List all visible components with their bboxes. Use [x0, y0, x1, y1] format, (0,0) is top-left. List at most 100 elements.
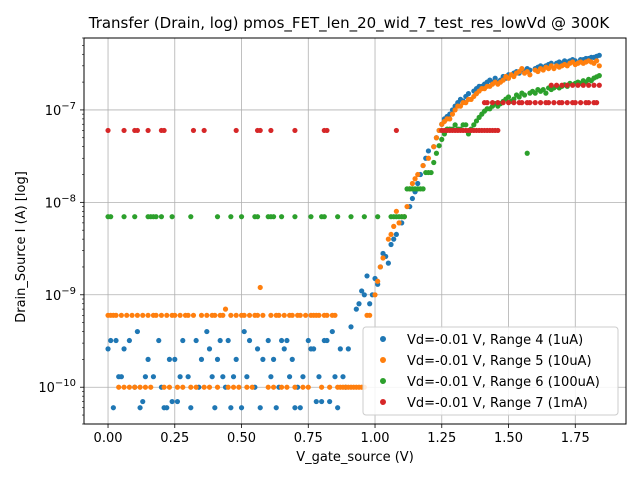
data-point	[335, 405, 341, 411]
x-tick-label: 1.50	[494, 431, 523, 446]
data-point	[495, 100, 501, 106]
y-tick-label: 10−10	[38, 378, 76, 396]
legend-box	[362, 326, 619, 416]
data-point	[129, 312, 135, 318]
data-point	[545, 100, 552, 106]
legend-marker	[380, 357, 386, 363]
data-point	[367, 301, 373, 307]
data-point	[431, 144, 437, 150]
data-point	[532, 90, 538, 96]
data-point	[238, 214, 245, 220]
data-point	[553, 82, 560, 88]
legend-marker	[380, 378, 386, 384]
data-point	[169, 214, 175, 220]
data-point	[222, 306, 229, 312]
data-point	[356, 301, 362, 307]
data-point	[375, 278, 381, 284]
data-point	[172, 312, 178, 318]
data-point	[292, 214, 298, 220]
data-point	[204, 328, 210, 335]
legend-entry-label: Vd=-0.01 V, Range 4 (1uA)	[407, 333, 583, 348]
data-point	[212, 405, 218, 411]
data-point	[361, 292, 367, 298]
data-point	[180, 384, 186, 390]
data-point	[297, 405, 303, 411]
data-point	[161, 127, 167, 134]
data-point	[532, 100, 538, 106]
data-point	[484, 100, 490, 106]
data-point	[572, 100, 578, 106]
data-point	[500, 77, 506, 83]
data-point	[214, 214, 221, 220]
data-point	[124, 312, 130, 318]
data-point	[505, 100, 512, 106]
data-point	[172, 356, 178, 362]
data-point	[596, 82, 602, 88]
data-point	[121, 127, 127, 134]
data-point	[521, 92, 528, 98]
y-axis-label: Drain_Source I (A) [log]	[14, 171, 29, 323]
data-point	[305, 337, 311, 344]
data-point	[465, 91, 472, 97]
data-point	[324, 127, 330, 134]
data-point	[137, 405, 143, 411]
data-point	[316, 312, 322, 318]
data-point	[121, 346, 127, 352]
data-point	[118, 312, 124, 318]
data-point	[108, 214, 114, 220]
data-point	[452, 107, 458, 113]
data-point	[415, 180, 421, 187]
data-point	[265, 384, 271, 390]
data-point	[332, 312, 338, 318]
data-points	[105, 52, 602, 411]
data-point	[158, 312, 165, 318]
data-point	[276, 312, 282, 318]
data-point	[519, 100, 525, 106]
data-point	[204, 312, 210, 318]
data-point	[113, 337, 119, 344]
data-point	[286, 374, 293, 380]
data-point	[105, 346, 111, 352]
data-point	[409, 180, 415, 187]
data-point	[586, 100, 592, 106]
data-point	[233, 356, 239, 362]
data-point	[364, 273, 370, 279]
data-point	[177, 374, 183, 380]
legend-marker	[380, 336, 386, 342]
x-tick-label: 0.75	[294, 431, 323, 446]
data-point	[305, 384, 311, 390]
data-point	[393, 231, 399, 238]
data-point	[198, 312, 205, 318]
data-point	[249, 384, 255, 390]
data-point	[148, 384, 154, 390]
data-point	[244, 384, 250, 390]
data-point	[268, 127, 274, 134]
data-point	[230, 384, 237, 390]
data-point	[209, 374, 215, 380]
data-point	[297, 312, 303, 318]
legend: Vd=-0.01 V, Range 4 (1uA) Vd=-0.01 V, Ran…	[362, 326, 619, 416]
data-point	[201, 384, 207, 390]
data-point	[439, 136, 445, 142]
data-point	[201, 127, 207, 134]
data-point	[238, 405, 245, 411]
data-point	[308, 214, 314, 220]
data-point	[174, 384, 181, 390]
data-point	[401, 214, 407, 220]
data-point	[404, 203, 410, 210]
data-point	[431, 159, 437, 166]
data-point	[220, 374, 226, 380]
data-point	[353, 306, 359, 312]
data-point	[180, 337, 186, 344]
data-point	[121, 384, 127, 390]
x-tick-label: 0.25	[160, 431, 189, 446]
data-point	[348, 214, 354, 220]
data-point	[409, 195, 415, 202]
data-point	[270, 384, 277, 390]
data-point	[158, 214, 165, 220]
data-point	[420, 186, 426, 192]
data-point	[246, 337, 253, 344]
data-point	[324, 337, 330, 344]
data-point	[543, 90, 549, 96]
